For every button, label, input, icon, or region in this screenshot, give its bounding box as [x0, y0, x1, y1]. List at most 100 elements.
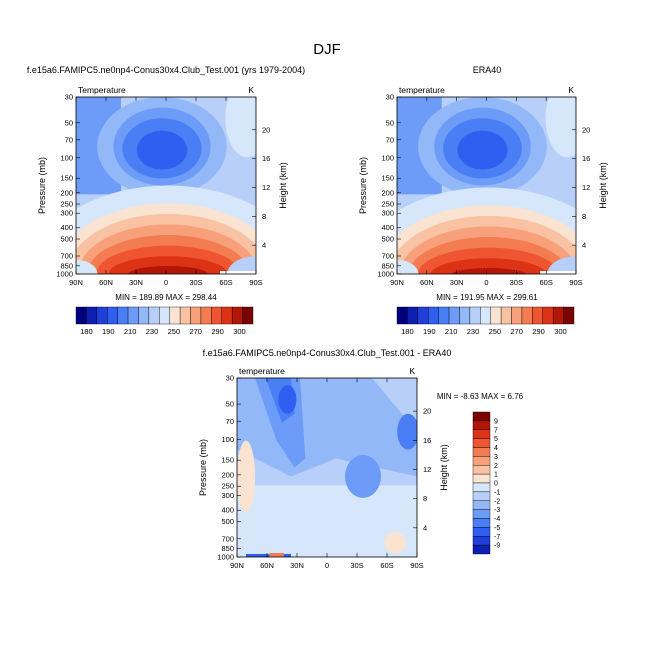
y-tick-label: 150	[221, 456, 234, 465]
x-tick-label: 90S	[410, 561, 423, 570]
colorbar-swatch	[511, 306, 523, 325]
colorbar-label: 4	[494, 445, 498, 452]
colorbar-label: -4	[494, 516, 500, 523]
chart-title: ERA40	[473, 65, 502, 75]
colorbar-swatch	[242, 306, 254, 325]
colorbar-swatch	[472, 482, 491, 493]
colorbar-label: -1	[494, 489, 500, 496]
y-tick-label: 70	[65, 135, 73, 144]
right-string: K	[248, 85, 254, 95]
figure-title: DJF	[313, 41, 341, 58]
y-tick-label: 150	[381, 174, 394, 183]
y-tick-label: 100	[60, 153, 73, 162]
field-band	[384, 531, 407, 554]
y2-tick-label: 4	[262, 241, 266, 250]
y2-tick-label: 4	[582, 241, 586, 250]
field-band	[128, 266, 208, 274]
y-tick-label: 70	[226, 417, 234, 426]
y-tick-label: 1000	[56, 270, 73, 279]
colorbar-swatch	[407, 306, 419, 325]
y-tick-label: 500	[60, 235, 73, 244]
colorbar-swatch	[138, 306, 150, 325]
y2-tick-label: 16	[423, 436, 431, 445]
y2-tick-label: 16	[582, 154, 590, 163]
x-tick-label: 0	[325, 561, 329, 570]
x-tick-label: 30N	[450, 278, 464, 287]
colorbar-swatch	[127, 306, 139, 325]
y-tick-label: 300	[221, 491, 234, 500]
field-band	[136, 130, 188, 170]
colorbar-label: 180	[401, 327, 414, 336]
colorbar-label: 290	[211, 327, 224, 336]
field-band	[345, 454, 381, 498]
topography-mask	[540, 271, 576, 274]
min-max-stats: MIN = 189.89 MAX = 298.44	[115, 293, 217, 302]
colorbar-swatch	[117, 306, 129, 325]
colorbar-label: 270	[510, 327, 523, 336]
colorbar-label: 180	[80, 327, 93, 336]
field-band	[227, 256, 256, 274]
colorbar-label: 210	[445, 327, 458, 336]
y2-tick-label: 8	[262, 212, 266, 221]
y2-tick-label: 12	[262, 183, 270, 192]
y-tick-label: 250	[381, 200, 394, 209]
colorbar-label: 190	[423, 327, 436, 336]
colorbar-swatch	[86, 306, 98, 325]
x-tick-label: 60S	[380, 561, 393, 570]
colorbar-swatch	[472, 447, 491, 457]
field-band	[450, 268, 527, 274]
x-tick-label: 60N	[420, 278, 434, 287]
panels: f.e15a6.FAMIPC5.ne0np4-Conus30x4.Club_Te…	[27, 65, 608, 570]
colorbar-swatch	[542, 306, 554, 325]
y-axis-title: Pressure (mb)	[358, 157, 368, 214]
field-band	[457, 130, 508, 170]
colorbar-swatch	[200, 306, 212, 325]
x-tick-label: 90S	[569, 278, 582, 287]
x-tick-label: 60S	[219, 278, 232, 287]
colorbar-label: 250	[489, 327, 502, 336]
y-tick-label: 700	[381, 251, 394, 260]
x-tick-label: 60N	[99, 278, 113, 287]
contour-field	[237, 378, 417, 557]
y2-axis-title: Height (km)	[598, 162, 608, 209]
right-string: K	[409, 366, 415, 376]
y-tick-label: 850	[221, 544, 234, 553]
field-band	[76, 259, 98, 274]
chart-title: f.e15a6.FAMIPC5.ne0np4-Conus30x4.Club_Te…	[203, 348, 452, 358]
left-string: Temperature	[78, 85, 126, 95]
y-tick-label: 400	[381, 223, 394, 232]
colorbar-label: -9	[494, 543, 500, 550]
colorbar-swatch	[438, 306, 450, 325]
colorbar-label: 270	[189, 327, 202, 336]
field-band	[225, 97, 256, 158]
colorbar-swatch	[563, 306, 575, 325]
y-tick-label: 300	[381, 209, 394, 218]
colorbar-swatch	[521, 306, 533, 325]
colorbar-swatch	[472, 518, 491, 528]
x-tick-label: 30N	[129, 278, 143, 287]
x-tick-label: 0	[164, 278, 168, 287]
colorbar-swatch	[448, 306, 460, 325]
colorbar-swatch	[221, 306, 233, 325]
colorbar-label: -3	[494, 507, 500, 514]
colorbar-swatch	[472, 429, 491, 439]
min-max-stats: MIN = 191.95 MAX = 299.61	[436, 293, 538, 302]
colorbar-swatch	[417, 306, 429, 325]
y-tick-label: 250	[60, 200, 73, 209]
y2-tick-label: 20	[423, 407, 431, 416]
x-tick-label: 0	[484, 278, 488, 287]
colorbar-swatch	[75, 306, 87, 325]
colorbar-swatch	[472, 438, 491, 448]
y-tick-label: 200	[381, 188, 394, 197]
y2-tick-label: 20	[262, 125, 270, 134]
colorbar-swatch	[148, 306, 160, 325]
y-tick-label: 100	[221, 435, 234, 444]
y2-axis-title: Height (km)	[278, 162, 288, 209]
colorbar-swatch	[190, 306, 202, 325]
field-band	[278, 385, 297, 414]
x-tick-label: 60N	[260, 561, 274, 570]
x-tick-label: 90S	[249, 278, 262, 287]
y-tick-label: 150	[60, 174, 73, 183]
x-tick-label: 30N	[290, 561, 304, 570]
